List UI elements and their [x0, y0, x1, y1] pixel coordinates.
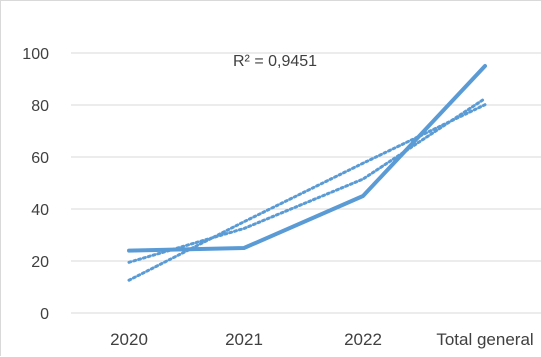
y-tick-label: 100 [22, 46, 49, 63]
gridlines [71, 52, 541, 314]
y-axis-ticks: 0 20 40 60 80 100 [22, 46, 49, 323]
y-tick-label: 80 [31, 98, 49, 115]
series-lines [127, 64, 487, 253]
y-tick-label: 20 [31, 254, 49, 271]
r-squared-annotation: R² = 0,9451 [233, 53, 317, 70]
trendline-linear [127, 103, 487, 282]
x-tick-label: Total general [436, 330, 533, 349]
x-tick-label: 2022 [344, 330, 382, 349]
series-line [127, 64, 487, 253]
x-tick-label: 2020 [110, 330, 148, 349]
trendline-polynomial [127, 97, 487, 264]
y-tick-label: 60 [31, 150, 49, 167]
y-tick-label: 0 [40, 306, 49, 323]
y-tick-label: 40 [31, 202, 49, 219]
x-tick-label: 2021 [225, 330, 263, 349]
x-axis-ticks: 2020 2021 2022 Total general [110, 330, 534, 349]
